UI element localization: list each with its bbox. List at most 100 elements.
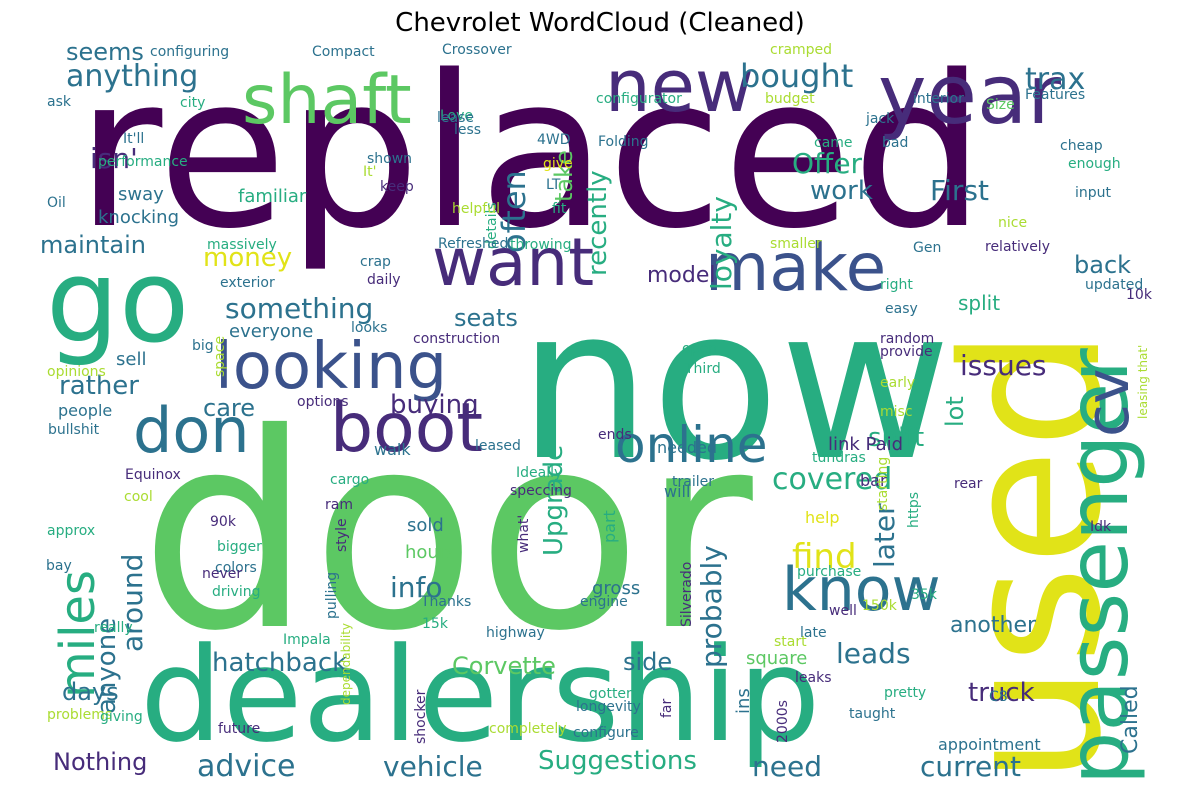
word-far: far [659, 699, 675, 719]
word-vehicle: vehicle [383, 750, 483, 783]
word-start: start [774, 634, 807, 650]
word-another: another [950, 613, 1037, 638]
word-give: give [543, 156, 573, 172]
word-city: city [180, 95, 206, 111]
word-knocking: knocking [98, 207, 179, 228]
word-15k: 15k [422, 616, 448, 632]
word-shift: shift [868, 423, 925, 453]
word-year: year [878, 48, 1061, 143]
word-covered: covered [772, 462, 893, 497]
word-side: side [623, 648, 673, 676]
word-anything: anything [66, 59, 199, 94]
word-love: Love [440, 108, 474, 124]
word-crap: crap [360, 254, 391, 270]
word-oil: Oil [47, 195, 66, 211]
word-want: want [432, 224, 595, 301]
word-need: need [752, 750, 822, 783]
word-seats: seats [454, 304, 518, 332]
word-crossover: Crossover [442, 42, 512, 58]
word-it: It' [363, 164, 377, 180]
word-replaced: replaced [76, 40, 986, 275]
word-equinox: Equinox [125, 467, 181, 483]
word-folding: Folding [598, 134, 649, 150]
word-bay: bay [46, 558, 72, 574]
word-cargo: cargo [330, 472, 370, 488]
word-performance: performance [98, 154, 188, 170]
word-probably: probably [695, 545, 728, 668]
word-https: https [906, 492, 922, 529]
word-35k: 35k [911, 587, 937, 603]
word-truck: truck [968, 678, 1035, 708]
word-don: don [133, 394, 250, 467]
word-idk: Idk [1090, 519, 1112, 535]
word-will: will [664, 482, 691, 501]
word-late: late [800, 625, 827, 641]
word-c8: C8 [989, 689, 1008, 705]
word-input: input [1075, 185, 1112, 201]
word-later: later [868, 503, 901, 568]
word-problems: problems [47, 707, 113, 723]
word-cramped: cramped [770, 42, 833, 58]
word-construction: construction [413, 331, 501, 347]
word-bigger: bigger [217, 539, 262, 555]
word-big: big [192, 338, 214, 354]
word-compact: Compact [312, 44, 375, 60]
word-interior: interior [913, 91, 964, 107]
word-bad: bad [882, 135, 909, 151]
word-leads: leads [836, 637, 911, 670]
word-2000s: 2000s [775, 700, 791, 743]
word-massively: massively [207, 237, 277, 253]
word-style: style [334, 518, 350, 552]
word-configurator: configurator [596, 91, 682, 107]
word-buying: buying [390, 390, 479, 420]
word-less: less [454, 122, 482, 138]
word-care: care [203, 394, 256, 422]
word-bought: bought [740, 57, 854, 95]
word-giving: giving [100, 709, 143, 725]
word-work: work [810, 176, 873, 206]
word-offer: Offer [792, 147, 863, 180]
word-easy: easy [885, 301, 918, 317]
word-150k: 150k [862, 598, 897, 614]
word-new: new [605, 44, 754, 128]
word-early: early [880, 375, 916, 391]
word-cheap: cheap [1060, 138, 1103, 154]
word-info: info [390, 571, 443, 604]
word-bar: bar [860, 471, 887, 490]
word-lt: LT [546, 177, 561, 193]
word-longevity: longevity [576, 699, 641, 715]
word-purchase: purchase [797, 564, 862, 580]
word-money: money [203, 243, 293, 273]
word-around: around [116, 554, 149, 653]
word-smaller: smaller [770, 236, 822, 252]
word-dealership: dealership [140, 619, 821, 771]
word-part: part [600, 510, 619, 543]
word-know: know [782, 555, 941, 625]
word-help: help [805, 508, 840, 527]
word-cv: cv [1073, 368, 1143, 437]
word-ask: ask [47, 94, 71, 110]
word-bullshit: bullshit [48, 422, 100, 438]
word-highway: highway [486, 625, 545, 641]
word-lease: lease [437, 110, 474, 126]
word-maintain: maintain [40, 231, 146, 259]
word-approx: approx [47, 523, 96, 539]
word-provide: provide [880, 344, 933, 360]
word-4wd: 4WD [537, 132, 571, 148]
word-sold: sold [407, 515, 444, 536]
word-upgrade: Upgrade [539, 445, 569, 557]
word-speccing: speccing [510, 483, 572, 499]
word-hours: hours [405, 542, 456, 563]
word-corvette: Corvette [452, 652, 556, 680]
word-people: people [58, 401, 113, 420]
word-find: find [792, 537, 857, 577]
word-sway: sway [118, 184, 164, 205]
word-model: model [647, 263, 716, 288]
word-size: Size [986, 97, 1015, 113]
word-impala: Impala [283, 632, 331, 648]
word-issues: issues [960, 349, 1047, 382]
word-gen: Gen [913, 240, 942, 256]
word-throwing: throwing [510, 237, 572, 253]
word-gotten: gotten [589, 686, 635, 702]
word-nice: nice [998, 215, 1028, 231]
